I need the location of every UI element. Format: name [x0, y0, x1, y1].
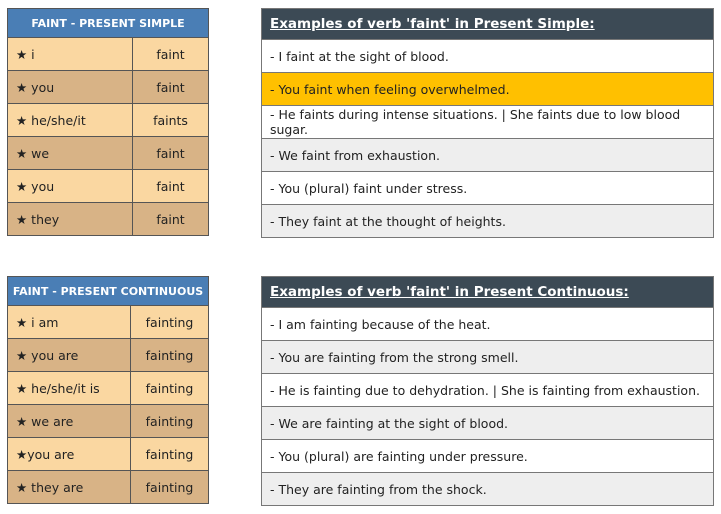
- example-row: - You (plural) faint under stress.: [261, 171, 714, 205]
- example-text: - We faint from exhaustion.: [261, 138, 714, 172]
- pronoun-cell: ★you are: [7, 437, 131, 471]
- verb-cell: faint: [132, 70, 209, 104]
- example-row: - We are fainting at the sight of blood.: [261, 406, 714, 440]
- present-continuous-examples-title: Examples of verb 'faint' in Present Cont…: [261, 276, 714, 308]
- pronoun-cell: ★ he/she/it is: [7, 371, 131, 405]
- example-text: - We are fainting at the sight of blood.: [261, 406, 714, 440]
- example-row: - They faint at the thought of heights.: [261, 204, 714, 238]
- verb-cell: faint: [132, 136, 209, 170]
- example-row: - You (plural) are fainting under pressu…: [261, 439, 714, 473]
- example-row-highlighted: - You faint when feeling overwhelmed.: [261, 72, 714, 106]
- verb-cell: faint: [132, 37, 209, 71]
- example-row: - We faint from exhaustion.: [261, 138, 714, 172]
- pronoun-cell: ★ you: [7, 169, 133, 203]
- present-continuous-examples: Examples of verb 'faint' in Present Cont…: [261, 276, 714, 506]
- example-text: - I am fainting because of the heat.: [261, 307, 714, 341]
- table-row: ★you are fainting: [7, 437, 210, 471]
- table-row: ★ they are fainting: [7, 470, 210, 504]
- pronoun-cell: ★ they: [7, 202, 133, 236]
- verb-cell: faints: [132, 103, 209, 137]
- table-row: ★ we are fainting: [7, 404, 210, 438]
- example-text: - You (plural) are fainting under pressu…: [261, 439, 714, 473]
- pronoun-cell: ★ you: [7, 70, 133, 104]
- example-text: - They are fainting from the shock.: [261, 472, 714, 506]
- verb-cell: fainting: [129, 305, 210, 339]
- verb-cell: fainting: [129, 338, 210, 372]
- example-text: - You faint when feeling overwhelmed.: [261, 72, 714, 106]
- table-row: ★ he/she/it is fainting: [7, 371, 210, 405]
- example-row: - I faint at the sight of blood.: [261, 39, 714, 73]
- table-row: ★ they faint: [7, 202, 209, 236]
- present-continuous-title: FAINT - PRESENT CONTINUOUS: [6, 276, 210, 306]
- verb-cell: fainting: [129, 437, 210, 471]
- example-text: - You (plural) faint under stress.: [261, 171, 714, 205]
- table-row: ★ i am fainting: [7, 305, 210, 339]
- example-text: - They faint at the thought of heights.: [261, 204, 714, 238]
- verb-cell: fainting: [129, 404, 210, 438]
- pronoun-cell: ★ i am: [7, 305, 131, 339]
- example-row: - They are fainting from the shock.: [261, 472, 714, 506]
- pronoun-cell: ★ we are: [7, 404, 131, 438]
- pronoun-cell: ★ we: [7, 136, 133, 170]
- present-simple-examples: Examples of verb 'faint' in Present Simp…: [261, 8, 714, 238]
- table-row: ★ you are fainting: [7, 338, 210, 372]
- verb-cell: fainting: [129, 371, 210, 405]
- present-simple-table: FAINT - PRESENT SIMPLE ★ i faint ★ you fai…: [7, 8, 209, 236]
- example-row: - He faints during intense situations. |…: [261, 105, 714, 139]
- example-row: - I am fainting because of the heat.: [261, 307, 714, 341]
- present-simple-title: FAINT - PRESENT SIMPLE: [7, 8, 209, 38]
- table-row: ★ i faint: [7, 37, 209, 71]
- pronoun-cell: ★ i: [7, 37, 133, 71]
- pronoun-cell: ★ he/she/it: [7, 103, 133, 137]
- example-text: - You are fainting from the strong smell…: [261, 340, 714, 374]
- example-row: - He is fainting due to dehydration. | S…: [261, 373, 714, 407]
- table-row: ★ he/she/it faints: [7, 103, 209, 137]
- table-row: ★ you faint: [7, 70, 209, 104]
- table-row: ★ we faint: [7, 136, 209, 170]
- present-simple-examples-title: Examples of verb 'faint' in Present Simp…: [261, 8, 714, 40]
- present-continuous-table: FAINT - PRESENT CONTINUOUS ★ i am faintin…: [6, 276, 210, 504]
- example-text: - He is fainting due to dehydration. | S…: [261, 373, 714, 407]
- verb-cell: fainting: [129, 470, 210, 504]
- pronoun-cell: ★ you are: [7, 338, 131, 372]
- example-text: - I faint at the sight of blood.: [261, 39, 714, 73]
- pronoun-cell: ★ they are: [7, 470, 131, 504]
- example-text: - He faints during intense situations. |…: [261, 105, 714, 139]
- table-row: ★ you faint: [7, 169, 209, 203]
- verb-cell: faint: [132, 169, 209, 203]
- example-row: - You are fainting from the strong smell…: [261, 340, 714, 374]
- verb-cell: faint: [132, 202, 209, 236]
